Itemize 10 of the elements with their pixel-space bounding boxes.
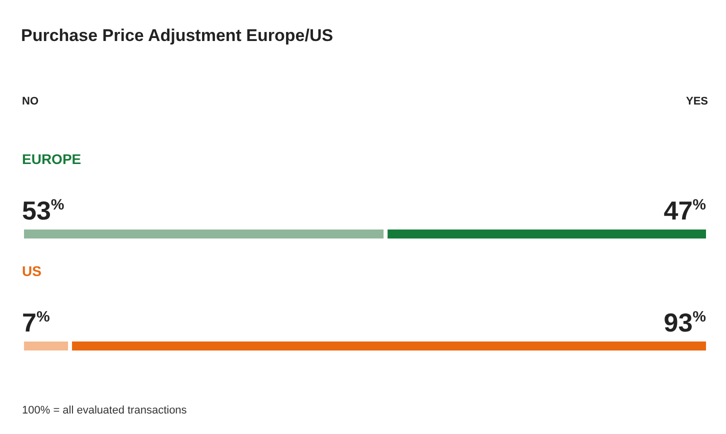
- text: NO: [22, 96, 39, 108]
- text: 100% = all evaluated transactions: [22, 404, 188, 416]
- chart-title: Purchase Price Adjustment Europe/US: [21, 26, 334, 45]
- text: YES: [686, 96, 708, 108]
- y-tick-label: US: [22, 263, 42, 279]
- data-label: 7%: [22, 308, 50, 338]
- y-tick-label: EUROPE: [22, 151, 82, 167]
- data-label: 53%: [22, 196, 64, 226]
- data-label: 47%: [664, 196, 706, 226]
- data-label: 93%: [664, 308, 706, 338]
